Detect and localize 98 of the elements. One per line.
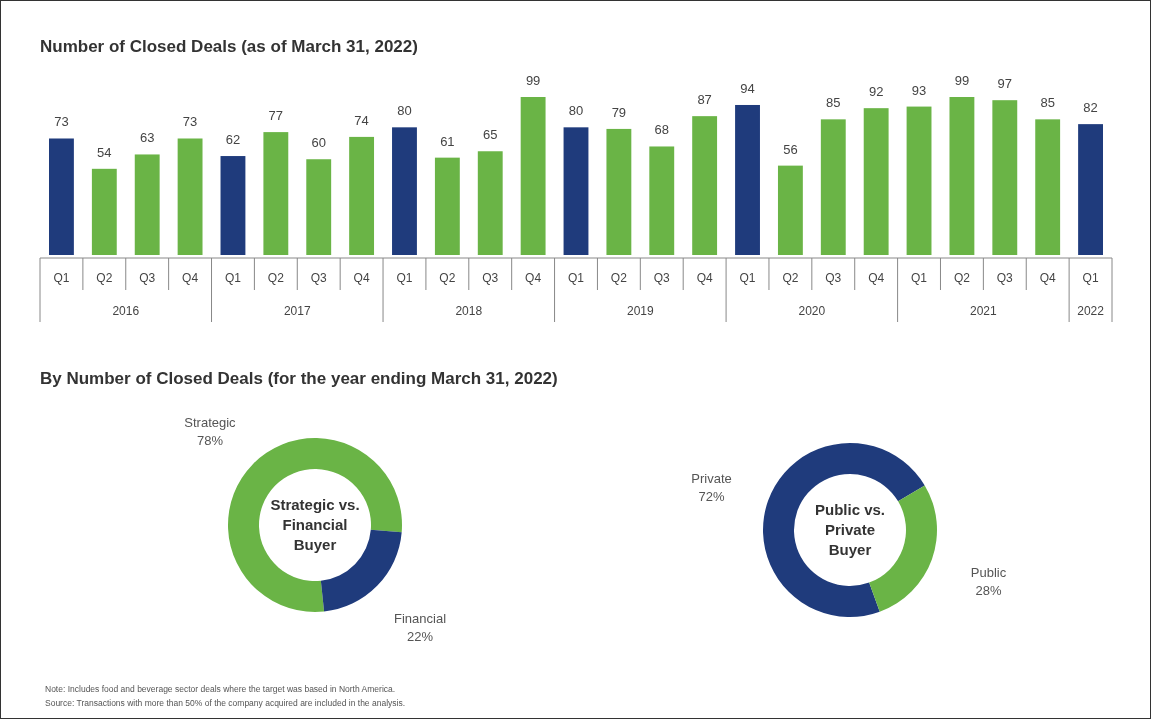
bar	[91, 168, 117, 255]
data-label: 77	[268, 108, 284, 124]
text: Public vs. Private Buyer	[814, 501, 886, 558]
text: 2017	[283, 304, 311, 318]
bar	[606, 128, 632, 255]
x-tick-label: Q3	[996, 271, 1014, 285]
bar	[1035, 119, 1061, 255]
x-tick-label: Q1	[739, 271, 756, 285]
data-label: 82	[1083, 100, 1098, 116]
x-tick-label: Q2	[267, 271, 285, 285]
bar	[306, 159, 332, 255]
donut-slice	[763, 443, 925, 617]
x-tick-label: Q1	[1082, 271, 1099, 285]
data-label: 65	[483, 127, 498, 143]
x-tick-label: Q4	[1039, 271, 1057, 285]
x-tick-label: Q3	[482, 271, 499, 285]
x-tick-label: Q3	[653, 271, 671, 285]
data-label: 85	[1040, 95, 1055, 111]
bar	[134, 154, 160, 255]
data-label: 92	[868, 84, 884, 100]
data-label: 74	[354, 112, 369, 128]
text: 2022	[1077, 304, 1105, 318]
bar	[777, 165, 803, 255]
x-tick-label: Q1	[396, 271, 413, 285]
data-label: 94	[740, 80, 755, 96]
bar	[692, 116, 718, 255]
data-label: 93	[911, 82, 927, 98]
text: 2019	[626, 304, 654, 318]
data-label: 72%	[698, 489, 725, 505]
text: 2020	[798, 304, 826, 318]
bar	[949, 97, 975, 255]
data-label: 99	[525, 73, 541, 88]
x-tick-label: Q4	[182, 271, 199, 285]
x-tick-label: Q3	[310, 271, 328, 285]
data-label: 97	[997, 76, 1013, 92]
bar	[349, 136, 375, 255]
slice-label: Public	[970, 564, 1007, 580]
bar	[177, 138, 203, 255]
data-label: 73	[182, 114, 198, 130]
data-label: 28%	[975, 582, 1002, 598]
data-label: 68	[654, 122, 669, 138]
x-tick-label: Q4	[696, 271, 713, 285]
bar	[434, 157, 460, 255]
text: Strategic vs. Financial Buyer	[270, 496, 360, 553]
data-label: 80	[568, 103, 584, 119]
data-label: 99	[954, 73, 970, 88]
data-label: 60	[311, 135, 326, 151]
x-tick-label: Q1	[911, 271, 928, 285]
bar	[392, 127, 417, 255]
x-tick-label: Q4	[353, 271, 370, 285]
bar	[1078, 124, 1103, 255]
bar	[263, 132, 289, 255]
data-label: 62	[225, 132, 241, 148]
data-label: 22%	[407, 628, 434, 644]
text: Note: Includes food and beverage sector deals where the target was based in North America.	[45, 684, 396, 694]
bar	[520, 97, 546, 255]
chart-subtitle: By Number of Closed Deals (for the year ending March 31, 2022)	[40, 369, 558, 388]
data-label: 85	[826, 95, 841, 111]
x-tick-label: Q2	[439, 271, 456, 285]
x-tick-label: Q2	[96, 271, 113, 285]
x-tick-label: Q3	[139, 271, 156, 285]
x-tick-label: Q4	[868, 271, 885, 285]
slice-label: Financial	[394, 610, 447, 626]
x-tick-label: Q2	[953, 271, 971, 285]
bar	[820, 119, 846, 255]
bar	[906, 106, 932, 255]
slice-label: Private	[691, 471, 732, 487]
text: 2016	[112, 304, 140, 318]
data-label: 80	[397, 103, 412, 119]
bar	[477, 151, 503, 255]
bar	[735, 104, 760, 255]
x-tick-label: Q2	[782, 271, 799, 285]
data-label: 54	[97, 144, 112, 160]
data-label: 78%	[196, 433, 224, 449]
bar	[863, 108, 889, 255]
bar	[49, 138, 74, 255]
x-tick-label: Q1	[567, 271, 585, 285]
x-tick-label: Q1	[53, 271, 70, 285]
bar	[649, 146, 675, 255]
bar	[992, 100, 1018, 255]
x-tick-label: Q2	[610, 271, 628, 285]
donut-slice	[228, 438, 402, 612]
x-tick-label: Q3	[825, 271, 842, 285]
bar	[220, 156, 246, 255]
data-label: 79	[611, 104, 627, 120]
data-label: 63	[139, 130, 155, 146]
chart-title: Number of Closed Deals (as of March 31, 2022)	[40, 37, 418, 56]
source-note: Source: Transactions with more than 50% of the company acquired are included in the analysis.	[45, 698, 406, 708]
data-label: 87	[697, 92, 712, 108]
x-tick-label: Q1	[224, 271, 242, 285]
data-label: 61	[440, 133, 455, 149]
x-tick-label: Q4	[525, 271, 542, 285]
bar	[563, 127, 589, 255]
slice-label: Strategic	[184, 415, 237, 431]
text: 2021	[970, 304, 998, 318]
data-label: 73	[54, 114, 69, 130]
text: 2018	[455, 304, 483, 318]
data-label: 56	[783, 141, 798, 157]
